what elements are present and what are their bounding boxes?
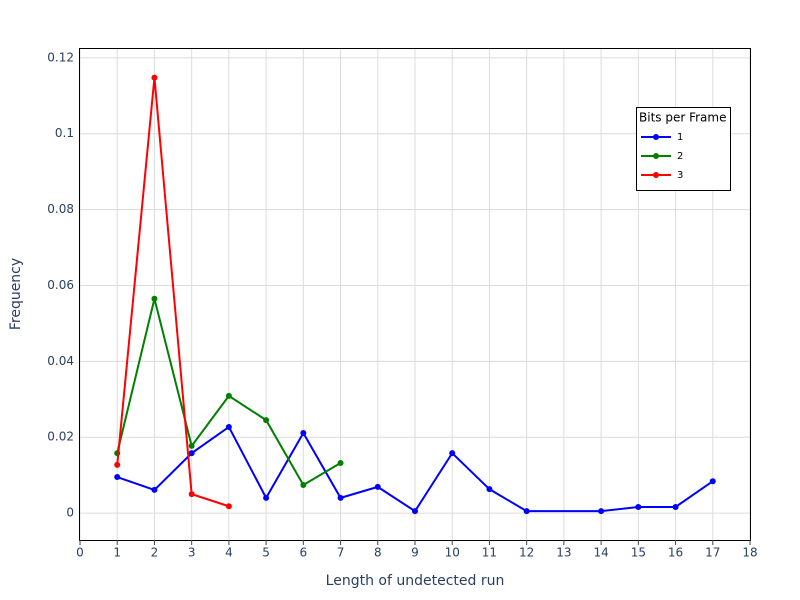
x-tick-label: 13 [556, 546, 571, 560]
data-point [151, 486, 158, 493]
y-tick-label: 0.12 [47, 50, 74, 64]
data-point [114, 474, 121, 481]
x-tick-label: 3 [188, 546, 196, 560]
legend-title: Bits per Frame [639, 111, 726, 125]
data-point [635, 503, 642, 510]
x-tick-label: 0 [76, 546, 84, 560]
data-point [486, 486, 493, 493]
x-tick-label: 18 [742, 546, 757, 560]
y-tick-label: 0.06 [47, 278, 74, 292]
data-point [188, 442, 195, 449]
y-tick-label: 0.1 [55, 126, 74, 140]
y-axis-label: Frequency [8, 258, 24, 330]
legend-marker [653, 153, 659, 159]
grid [79, 48, 751, 540]
x-tick-label: 1 [113, 546, 121, 560]
x-tick-label: 11 [482, 546, 497, 560]
legend-marker [653, 172, 659, 178]
data-point [337, 494, 344, 501]
x-tick-label: 12 [519, 546, 534, 560]
data-point [337, 459, 344, 466]
y-tick-label: 0.08 [47, 202, 74, 216]
x-tick-label: 7 [337, 546, 345, 560]
data-point [300, 481, 307, 488]
data-point [225, 392, 232, 399]
y-tick-label: 0 [66, 506, 74, 520]
x-tick-label: 17 [705, 546, 720, 560]
x-tick-label: 9 [411, 546, 419, 560]
x-tick-label: 10 [445, 546, 460, 560]
data-point [449, 450, 456, 457]
data-point [151, 295, 158, 302]
x-tick-label: 4 [225, 546, 233, 560]
x-tick-label: 2 [151, 546, 159, 560]
x-tick-label: 14 [593, 546, 608, 560]
data-point [263, 417, 270, 424]
data-point [374, 483, 381, 490]
data-point [114, 461, 121, 468]
data-point [672, 503, 679, 510]
data-point [188, 450, 195, 457]
data-point [263, 494, 270, 501]
data-point [598, 508, 605, 515]
legend-box [636, 107, 731, 191]
legend-marker [653, 134, 659, 140]
x-tick-label: 15 [631, 546, 646, 560]
x-tick-label: 16 [668, 546, 683, 560]
legend-label: 1 [677, 132, 683, 143]
data-point [523, 508, 530, 515]
x-tick-label: 6 [300, 546, 308, 560]
x-tick-label: 5 [262, 546, 270, 560]
series-line [116, 77, 230, 508]
data-point [412, 508, 418, 515]
data-point [709, 478, 716, 485]
x-tick-label: 8 [374, 546, 382, 560]
legend-label: 2 [677, 151, 683, 162]
legend-label: 3 [677, 170, 683, 181]
data-point [225, 423, 232, 430]
data-point [188, 491, 195, 498]
data-point [225, 503, 232, 510]
x-axis-label: Length of undetected run [326, 573, 505, 589]
y-tick-label: 0.04 [47, 354, 74, 368]
data-point [300, 430, 307, 437]
y-tick-label: 0.02 [47, 430, 74, 444]
data-point [151, 74, 158, 81]
series-line [116, 425, 714, 513]
